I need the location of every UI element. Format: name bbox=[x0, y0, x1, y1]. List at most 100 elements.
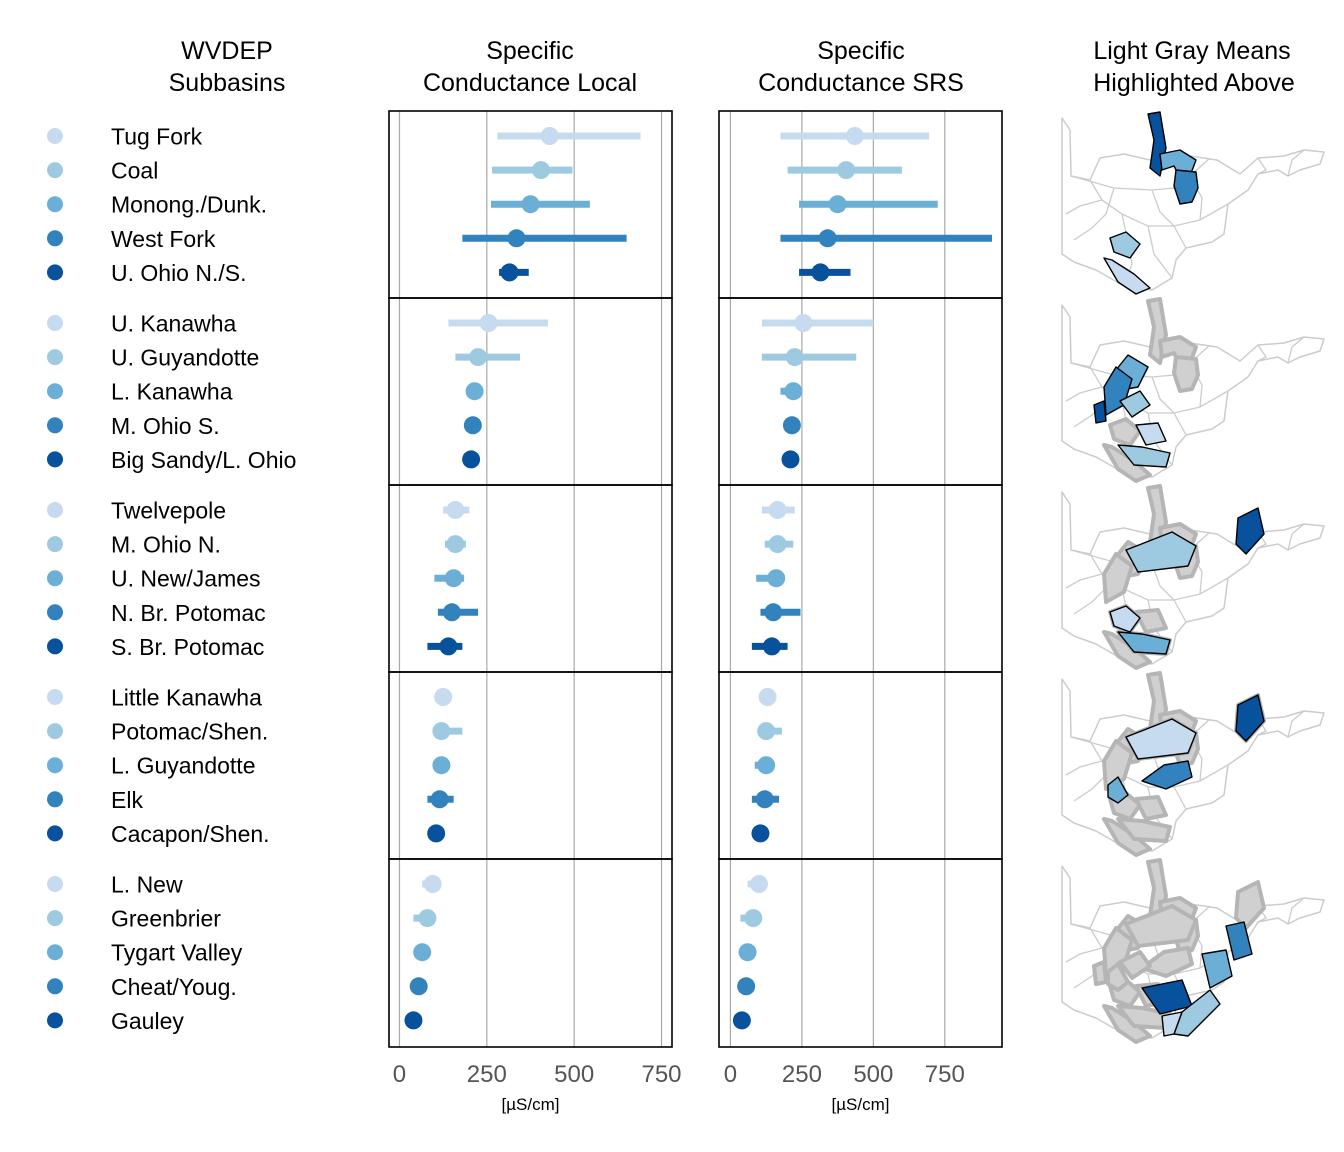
subbasin-boundary bbox=[1151, 189, 1175, 227]
colored-region bbox=[1119, 390, 1151, 418]
gray-region-shape bbox=[1102, 1004, 1152, 1044]
highlighted-region bbox=[1124, 904, 1198, 948]
colored-region-shape bbox=[1235, 507, 1265, 555]
subbasin-boundary bbox=[1173, 225, 1187, 249]
x-tick-label: 250 bbox=[467, 1061, 507, 1088]
highlighted-region bbox=[1102, 443, 1152, 483]
highlighted-region bbox=[1140, 946, 1194, 978]
subbasin-label: Greenbrier bbox=[111, 906, 221, 932]
subbasin-label: Coal bbox=[111, 158, 158, 184]
point-estimate bbox=[781, 450, 800, 469]
subbasin-label: Big Sandy/L. Ohio bbox=[111, 447, 296, 473]
subbasin-boundary bbox=[1287, 710, 1305, 738]
highlighted-region bbox=[1102, 817, 1152, 857]
colored-region-shape bbox=[1141, 760, 1193, 790]
point-estimate bbox=[845, 127, 864, 145]
colored-region bbox=[1093, 400, 1107, 424]
point-estimate bbox=[784, 382, 803, 401]
subbasin-label: Gauley bbox=[111, 1008, 184, 1034]
header-srs-line1: Specific bbox=[817, 37, 905, 65]
colored-region-shape bbox=[1235, 694, 1265, 742]
legend-dot bbox=[47, 315, 63, 331]
subbasin-label-column: Tug Fork Coal Monong./Dunk. West Fork U. Ohi… bbox=[47, 124, 296, 1034]
colored-region bbox=[1235, 507, 1265, 555]
subbasin-boundary bbox=[1257, 157, 1267, 175]
gray-region-shape bbox=[1116, 817, 1172, 843]
colored-region bbox=[1173, 169, 1199, 205]
colored-region bbox=[1109, 231, 1141, 259]
subbasin-label: U. Guyandotte bbox=[111, 345, 259, 371]
micromap bbox=[1061, 111, 1325, 295]
colored-region-shape bbox=[1135, 422, 1167, 446]
point-estimate bbox=[828, 195, 847, 214]
colored-region bbox=[1103, 257, 1151, 295]
subbasin-label: Potomac/Shen. bbox=[111, 719, 268, 745]
subbasin-label: M. Ohio S. bbox=[111, 413, 220, 439]
subbasin-label: L. Kanawha bbox=[111, 379, 233, 405]
highlighted-region bbox=[1118, 950, 1152, 980]
x-tick-label: 750 bbox=[641, 1061, 681, 1088]
subbasin-label: S. Br. Potomac bbox=[111, 634, 264, 660]
legend-dot bbox=[47, 128, 63, 144]
point-estimate bbox=[794, 314, 813, 332]
colored-region-shape bbox=[1109, 605, 1141, 633]
point-estimate bbox=[409, 977, 428, 996]
colored-region bbox=[1125, 531, 1197, 573]
legend-dot bbox=[47, 876, 63, 892]
point-estimate bbox=[442, 603, 461, 622]
subbasin-label: West Fork bbox=[111, 226, 216, 252]
state-outline bbox=[1061, 117, 1325, 291]
srs-conductance-panel: 0 250 500 750 [µS/cm] bbox=[718, 110, 1003, 1114]
subbasin-boundary bbox=[1065, 760, 1103, 776]
colored-region-shape bbox=[1161, 1011, 1183, 1037]
subbasin-label: Cheat/Youg. bbox=[111, 974, 237, 1000]
point-estimate bbox=[751, 824, 770, 843]
point-estimate bbox=[737, 977, 756, 996]
colored-region-shape bbox=[1109, 231, 1141, 259]
point-estimate bbox=[768, 501, 787, 519]
subbasin-boundary bbox=[1257, 344, 1267, 362]
subbasin-label: L. New bbox=[111, 872, 183, 898]
point-estimate bbox=[462, 450, 481, 469]
legend-dot bbox=[47, 604, 63, 621]
colored-region-shape bbox=[1103, 366, 1133, 416]
point-estimate bbox=[811, 263, 830, 282]
column-headers: WVDEP Subbasins Specific Conductance Loc… bbox=[169, 37, 1295, 97]
x-axis-label: [µS/cm] bbox=[832, 1095, 890, 1114]
panel-frame bbox=[388, 858, 673, 1048]
point-estimate bbox=[465, 382, 484, 401]
subbasin-boundary bbox=[1151, 563, 1175, 601]
point-estimate bbox=[837, 161, 856, 180]
point-estimate bbox=[469, 348, 488, 367]
gray-region-shape bbox=[1172, 355, 1200, 393]
gray-region-shape bbox=[1134, 795, 1168, 821]
legend-dot bbox=[47, 383, 63, 400]
subbasin-label: Tygart Valley bbox=[111, 940, 243, 966]
subbasin-boundary bbox=[1173, 412, 1187, 436]
legend-dot bbox=[47, 791, 63, 808]
subbasin-label: L. Guyandotte bbox=[111, 753, 256, 779]
subbasin-label: Elk bbox=[111, 787, 143, 813]
x-tick-label: 750 bbox=[925, 1061, 965, 1088]
colored-region-shape bbox=[1125, 718, 1197, 760]
legend-dot bbox=[47, 349, 63, 366]
legend-dot bbox=[47, 757, 63, 774]
gray-region-shape bbox=[1108, 417, 1142, 447]
colored-region bbox=[1117, 444, 1171, 468]
colored-region-shape bbox=[1125, 531, 1197, 573]
gray-region-shape bbox=[1102, 817, 1152, 857]
colored-region-shape bbox=[1201, 949, 1233, 989]
point-estimate bbox=[432, 722, 451, 741]
colored-region-shape bbox=[1093, 400, 1107, 424]
subbasin-boundary bbox=[1287, 897, 1305, 925]
colored-region bbox=[1117, 631, 1171, 655]
subbasin-label: N. Br. Potomac bbox=[111, 600, 266, 626]
highlighted-region bbox=[1234, 880, 1266, 930]
subbasin-boundary bbox=[1287, 523, 1305, 551]
subbasin-label: Monong./Dunk. bbox=[111, 192, 267, 218]
highlighted-region bbox=[1134, 795, 1168, 821]
local-conductance-panel: 0 250 500 750 [µS/cm] bbox=[388, 110, 682, 1114]
point-estimate bbox=[738, 943, 757, 962]
colored-region bbox=[1125, 718, 1197, 760]
gray-region-shape bbox=[1118, 950, 1152, 980]
